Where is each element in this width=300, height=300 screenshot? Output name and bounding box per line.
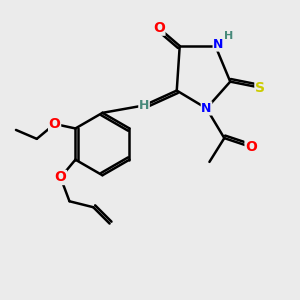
Text: O: O bbox=[55, 170, 67, 184]
Text: O: O bbox=[245, 140, 257, 154]
Text: O: O bbox=[153, 21, 165, 35]
Text: O: O bbox=[49, 117, 61, 131]
Text: S: S bbox=[255, 81, 265, 94]
Text: H: H bbox=[139, 99, 149, 112]
Text: H: H bbox=[224, 31, 233, 40]
Text: N: N bbox=[213, 38, 224, 51]
Text: N: N bbox=[201, 102, 212, 115]
